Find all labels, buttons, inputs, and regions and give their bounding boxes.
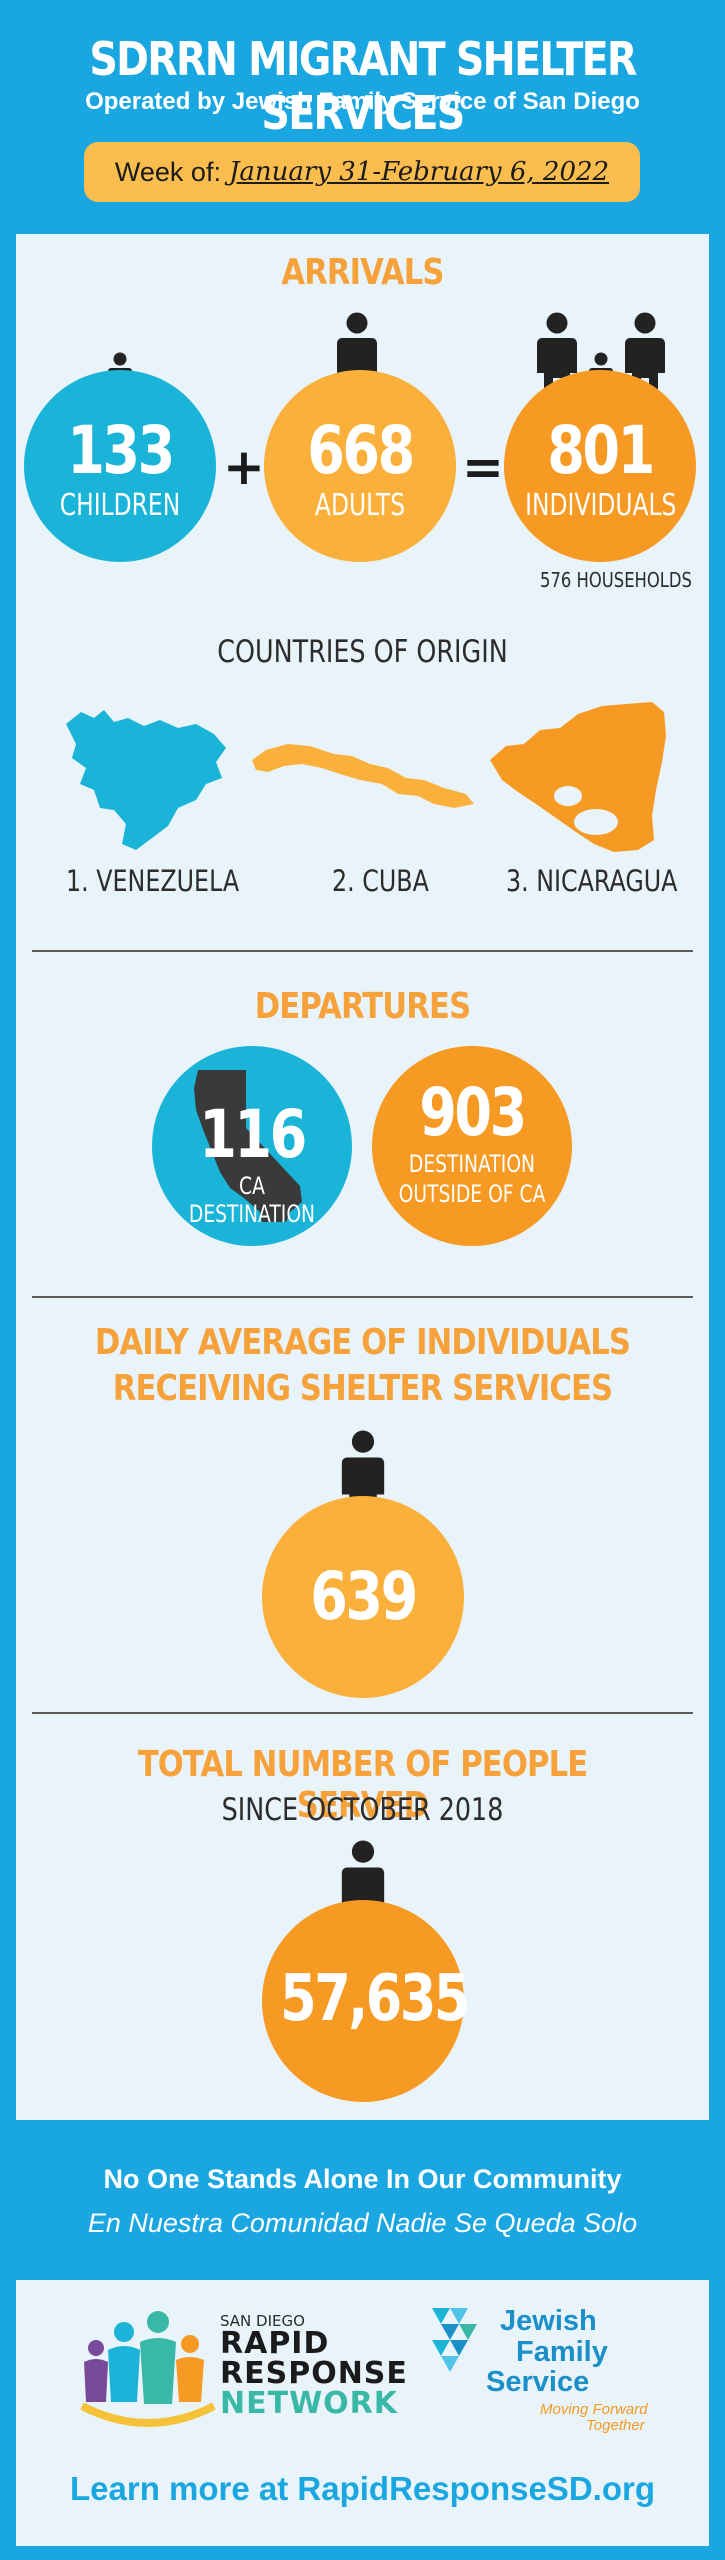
rrn-people-logo-icon: [80, 2311, 216, 2427]
divider-2: [32, 1296, 693, 1298]
households-label: 576 HOUSEHOLDS: [540, 568, 692, 592]
rrn-logo-line-1: SAN DIEGO: [220, 2312, 305, 2330]
jfs-logo-text: Jewish Family Service Moving Forward Tog…: [486, 2306, 648, 2434]
total-title: TOTAL NUMBER OF PEOPLE SERVED: [137, 1744, 588, 1826]
page-subtitle: Operated by Jewish Family Service of San…: [85, 88, 640, 115]
individuals-label: INDIVIDUALS: [525, 488, 677, 523]
jfs-logo-line-3: Service: [486, 2366, 590, 2399]
rrn-logo-text: SAN DIEGO RAPID RESPONSE NETWORK: [220, 2314, 408, 2419]
venezuela-map-icon: [66, 710, 226, 850]
nicaragua-map-icon: [490, 702, 666, 852]
individuals-count: 801: [547, 412, 655, 489]
adults-label: ADULTS: [314, 488, 406, 523]
daily-title-line-2: RECEIVING SHELTER SERVICES: [112, 1368, 613, 1409]
learn-more-link[interactable]: Learn more at RapidResponseSD.org: [70, 2470, 655, 2507]
outside-ca-label-1: DESTINATION: [408, 1150, 536, 1178]
departures-title: DEPARTURES: [254, 986, 471, 1027]
cuba-map-icon: [252, 744, 474, 808]
individuals-circle: 801 INDIVIDUALS: [504, 370, 696, 562]
equals-sign: =: [462, 438, 504, 496]
outside-ca-circle: 903 DESTINATION OUTSIDE OF CA: [372, 1046, 572, 1246]
daily-average-count: 639: [310, 1558, 418, 1635]
total-subtitle: SINCE OCTOBER 2018: [221, 1792, 504, 1828]
children-label: CHILDREN: [59, 488, 181, 523]
content-panel: ARRIVALS 133 CHILDREN + 668 ADULTS = 801…: [16, 234, 709, 2120]
outside-ca-label-2: OUTSIDE OF CA: [398, 1180, 546, 1208]
arrivals-title: ARRIVALS: [281, 252, 444, 293]
country-venezuela: 1. VENEZUELA: [66, 864, 240, 898]
countries-title: COUNTRIES OF ORIGIN: [217, 634, 508, 670]
california-map-icon: [194, 1070, 302, 1222]
week-badge: Week of: January 31-February 6, 2022: [84, 142, 640, 202]
logo-panel: SAN DIEGO RAPID RESPONSE NETWORK Jewish …: [16, 2280, 709, 2546]
jfs-tagline-2: Together: [586, 2417, 645, 2435]
country-nicaragua: 3. NICARAGUA: [506, 864, 678, 898]
total-served-circle: 57,635: [262, 1900, 470, 2102]
footer-slogan-es: En Nuestra Comunidad Nadie Se Queda Solo: [87, 2208, 638, 2238]
outside-ca-count: 903: [419, 1074, 527, 1151]
children-count: 133: [67, 412, 175, 489]
adults-circle: 668 ADULTS: [264, 370, 456, 562]
adults-count: 668: [307, 412, 415, 489]
week-value: January 31-February 6, 2022: [228, 157, 610, 187]
rrn-logo-line-2: RAPID: [220, 2326, 330, 2361]
daily-average-circle: 639: [262, 1496, 464, 1698]
header: SDRRN MIGRANT SHELTER SERVICES Operated …: [0, 0, 725, 230]
total-served-count: 57,635: [280, 1962, 470, 2036]
ca-destination-count: 116: [199, 1096, 307, 1173]
plus-sign: +: [223, 438, 265, 496]
children-circle: 133 CHILDREN: [24, 370, 216, 562]
jfs-triangle-logo-icon: [432, 2308, 477, 2372]
country-cuba: 2. CUBA: [332, 864, 429, 898]
jfs-logo-line-1: Jewish: [500, 2305, 597, 2337]
footer-slogan-en: No One Stands Alone In Our Community: [103, 2164, 622, 2194]
ca-destination-label: CA DESTINATION: [188, 1172, 316, 1228]
rrn-logo-line-4: NETWORK: [220, 2386, 399, 2421]
daily-title-line-1: DAILY AVERAGE OF INDIVIDUALS: [94, 1322, 631, 1363]
page-title: SDRRN MIGRANT SHELTER SERVICES: [89, 32, 637, 140]
ca-destination-circle: 116 CA DESTINATION: [152, 1046, 352, 1246]
footer-band: No One Stands Alone In Our Community En …: [0, 2120, 725, 2280]
jfs-logo-line-2: Family: [516, 2335, 608, 2368]
week-prefix: Week of:: [114, 156, 221, 187]
rrn-logo-line-3: RESPONSE: [220, 2356, 408, 2391]
jfs-tagline-1: Moving Forward: [540, 2401, 648, 2419]
divider-1: [32, 950, 693, 952]
divider-3: [32, 1712, 693, 1714]
